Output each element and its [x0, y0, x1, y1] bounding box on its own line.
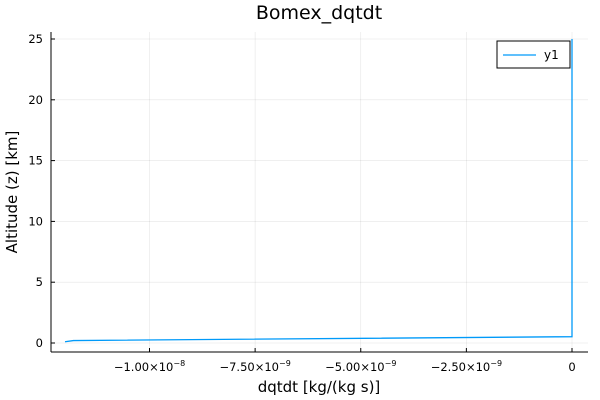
x-ticks: −1.00×10−8 −7.50×10−9 −5.00×10−9 −2.50×10−9… [114, 348, 576, 374]
x-tick-label: 0 [568, 360, 575, 374]
legend: y1 [496, 40, 571, 69]
y-tick-label: 10 [28, 214, 43, 228]
series-line-y1 [64, 39, 573, 343]
y-tick-label: 20 [28, 93, 43, 107]
y-tick-label: 15 [28, 154, 43, 168]
y-tick-label: 5 [36, 275, 43, 289]
grid [51, 32, 588, 352]
chart-title: Bomex_dqtdt [256, 2, 382, 24]
x-tick-label: −5.00×10−9 [325, 359, 396, 374]
x-tick-label: −7.50×10−9 [219, 359, 290, 374]
y-axis-label: Altitude (z) [km] [3, 131, 21, 254]
series-group [64, 39, 573, 343]
x-tick-label: −2.50×10−9 [431, 359, 502, 374]
x-axis-label: dqtdt [kg/(kg s)] [258, 378, 381, 396]
y-ticks: 0 5 10 15 20 25 [28, 32, 55, 350]
x-tick-label: −1.00×10−8 [114, 359, 185, 374]
y-tick-label: 25 [28, 32, 43, 46]
legend-label: y1 [544, 48, 559, 62]
y-tick-label: 0 [36, 336, 43, 350]
